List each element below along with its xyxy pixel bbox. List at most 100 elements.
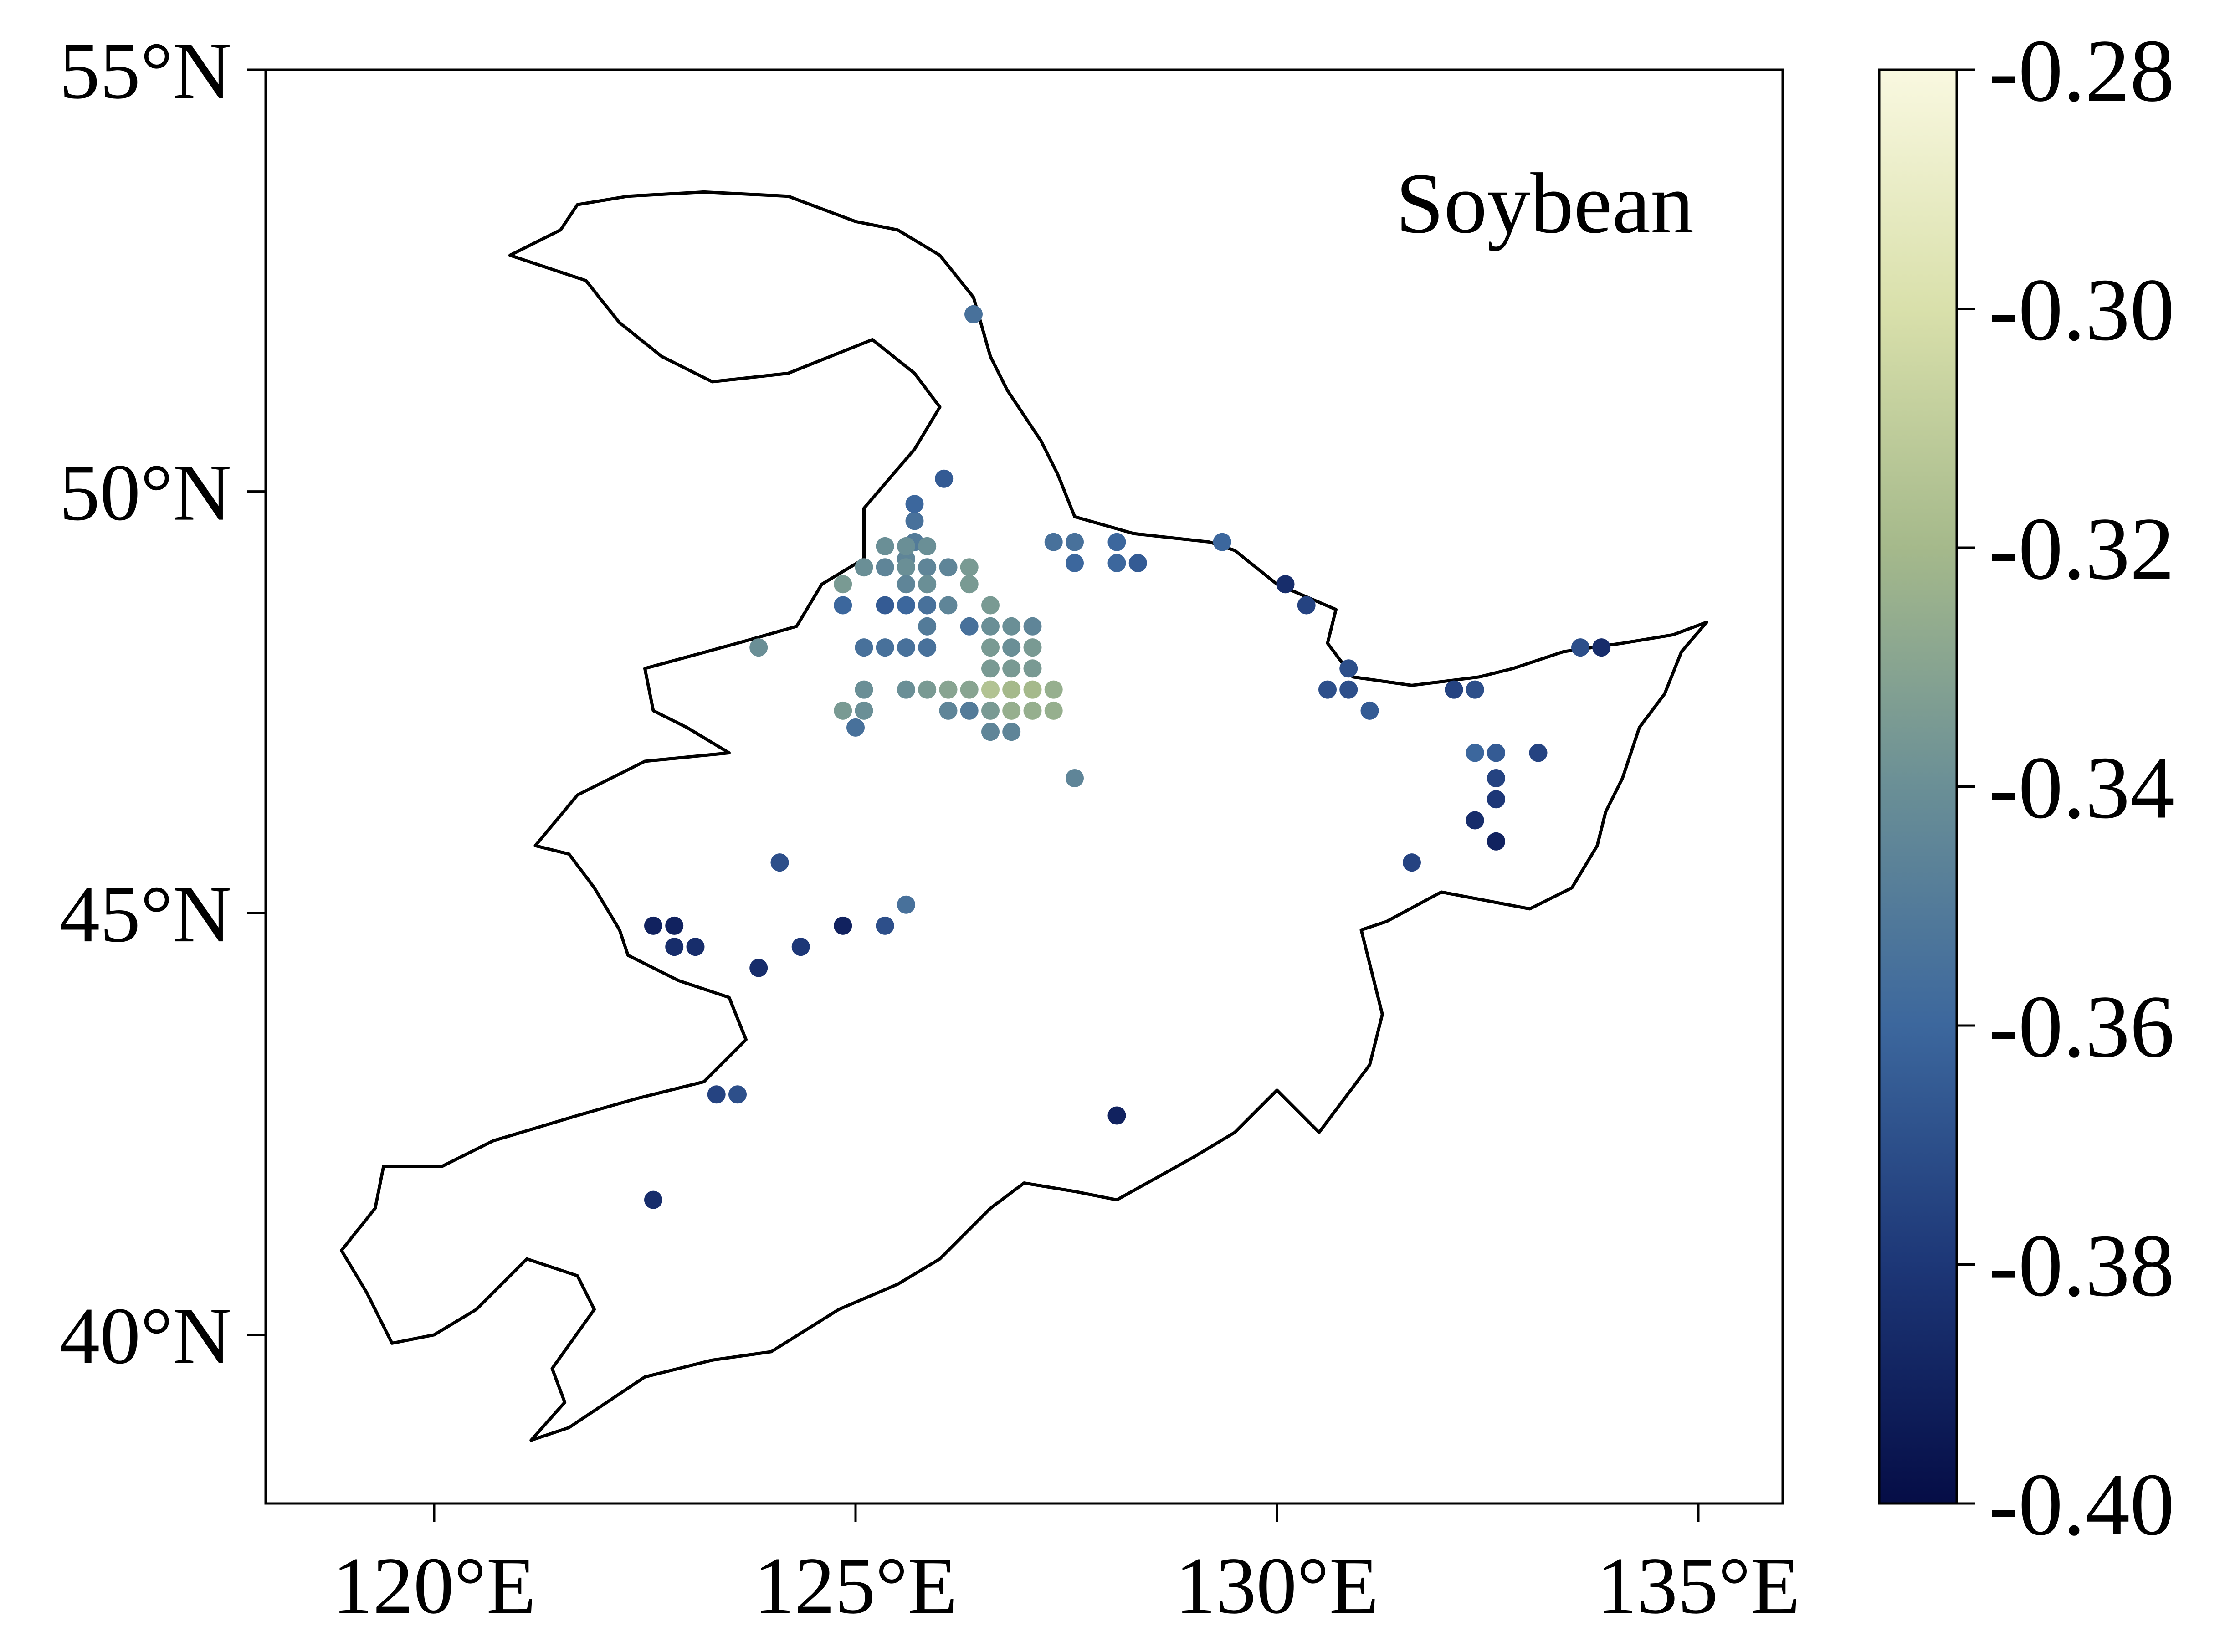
data-point-63: [1066, 533, 1084, 551]
data-point-90: [834, 916, 852, 935]
data-point-82: [1487, 769, 1505, 787]
data-point-75: [1445, 680, 1463, 699]
data-point-1: [846, 718, 865, 737]
data-point-41: [1023, 659, 1042, 678]
data-point-44: [918, 680, 937, 699]
data-point-100: [644, 1190, 662, 1209]
data-point-68: [1213, 533, 1231, 551]
data-point-81: [1529, 744, 1548, 762]
data-point-15: [876, 537, 894, 555]
data-point-62: [1044, 533, 1063, 551]
data-point-94: [665, 916, 684, 935]
y-tick-label-0: 40°N: [59, 1291, 231, 1381]
data-point-0: [964, 305, 983, 323]
data-point-85: [1487, 832, 1505, 851]
data-point-19: [897, 596, 915, 615]
data-point-61: [1066, 769, 1084, 787]
data-point-80: [1487, 744, 1505, 762]
data-point-37: [1002, 638, 1021, 657]
data-point-73: [1339, 680, 1358, 699]
data-point-16: [897, 537, 915, 555]
data-point-31: [749, 638, 768, 657]
colorbar-tick-label-1: -0.38: [1989, 1216, 2174, 1315]
data-point-36: [981, 638, 1000, 657]
x-tick-label-0: 120°E: [333, 1540, 536, 1631]
data-point-28: [876, 638, 894, 657]
data-point-89: [876, 916, 894, 935]
data-point-54: [960, 701, 979, 720]
data-point-33: [981, 617, 1000, 636]
data-point-21: [939, 596, 958, 615]
data-point-12: [918, 558, 937, 577]
colorbar-tick-label-6: -0.28: [1989, 21, 2174, 120]
data-point-18: [876, 596, 894, 615]
data-point-52: [855, 701, 873, 720]
data-point-38: [1023, 638, 1042, 657]
data-point-57: [1023, 701, 1042, 720]
data-point-66: [1107, 554, 1126, 572]
data-point-17: [918, 537, 937, 555]
data-point-23: [918, 575, 937, 594]
data-point-10: [876, 558, 894, 577]
colorbar-tick-label-0: -0.40: [1989, 1455, 2174, 1554]
data-point-51: [834, 701, 852, 720]
data-point-34: [1002, 617, 1021, 636]
data-point-99: [1107, 1106, 1126, 1125]
panel-label: Soybean: [1396, 156, 1694, 251]
y-tick-label-2: 50°N: [59, 447, 231, 538]
x-tick-label-1: 125°E: [754, 1540, 958, 1631]
data-point-72: [1318, 680, 1337, 699]
data-point-98: [728, 1085, 747, 1104]
data-point-91: [791, 938, 810, 956]
x-tick-label-2: 130°E: [1175, 1540, 1379, 1631]
data-point-70: [1297, 596, 1316, 615]
colorbar-tick-label-3: -0.34: [1989, 739, 2174, 837]
colorbar-tick-label-5: -0.30: [1989, 261, 2174, 359]
y-tick-label-3: 55°N: [59, 26, 231, 116]
data-point-9: [855, 558, 873, 577]
data-points: [644, 305, 1611, 1209]
data-point-6: [935, 469, 954, 488]
data-point-27: [855, 638, 873, 657]
data-point-35: [1023, 617, 1042, 636]
data-point-14: [960, 558, 979, 577]
y-tick-label-1: 45°N: [59, 869, 231, 959]
data-point-45: [939, 680, 958, 699]
data-point-50: [1044, 680, 1063, 699]
data-point-78: [1592, 638, 1611, 657]
data-point-29: [897, 638, 915, 657]
data-point-55: [981, 701, 1000, 720]
data-point-13: [939, 558, 958, 577]
x-axis: 120°E 125°E 130°E 135°E: [333, 1503, 1800, 1631]
data-point-77: [1571, 638, 1589, 657]
data-point-79: [1466, 744, 1484, 762]
data-point-53: [939, 701, 958, 720]
data-point-26: [960, 617, 979, 636]
data-point-76: [1466, 680, 1484, 699]
data-point-59: [981, 723, 1000, 741]
data-point-43: [897, 680, 915, 699]
data-point-84: [1466, 811, 1484, 830]
data-point-20: [918, 596, 937, 615]
data-point-39: [981, 659, 1000, 678]
data-point-69: [1276, 575, 1295, 594]
data-point-93: [644, 916, 662, 935]
data-point-83: [1487, 790, 1505, 809]
colorbar-tick-label-4: -0.32: [1989, 499, 2174, 598]
data-point-64: [1066, 554, 1084, 572]
data-point-30: [918, 638, 937, 657]
y-axis: 40°N 45°N 50°N 55°N: [59, 26, 266, 1381]
data-point-60: [1002, 723, 1021, 741]
data-point-40: [1002, 659, 1021, 678]
map-layer: [340, 190, 1708, 1442]
data-point-8: [834, 596, 852, 615]
data-point-25: [918, 617, 937, 636]
data-point-95: [665, 938, 684, 956]
data-point-48: [1002, 680, 1021, 699]
data-point-4: [905, 512, 924, 530]
data-point-47: [981, 680, 1000, 699]
colorbar-tick-label-2: -0.36: [1989, 977, 2174, 1076]
x-tick-label-3: 135°E: [1597, 1540, 1800, 1631]
